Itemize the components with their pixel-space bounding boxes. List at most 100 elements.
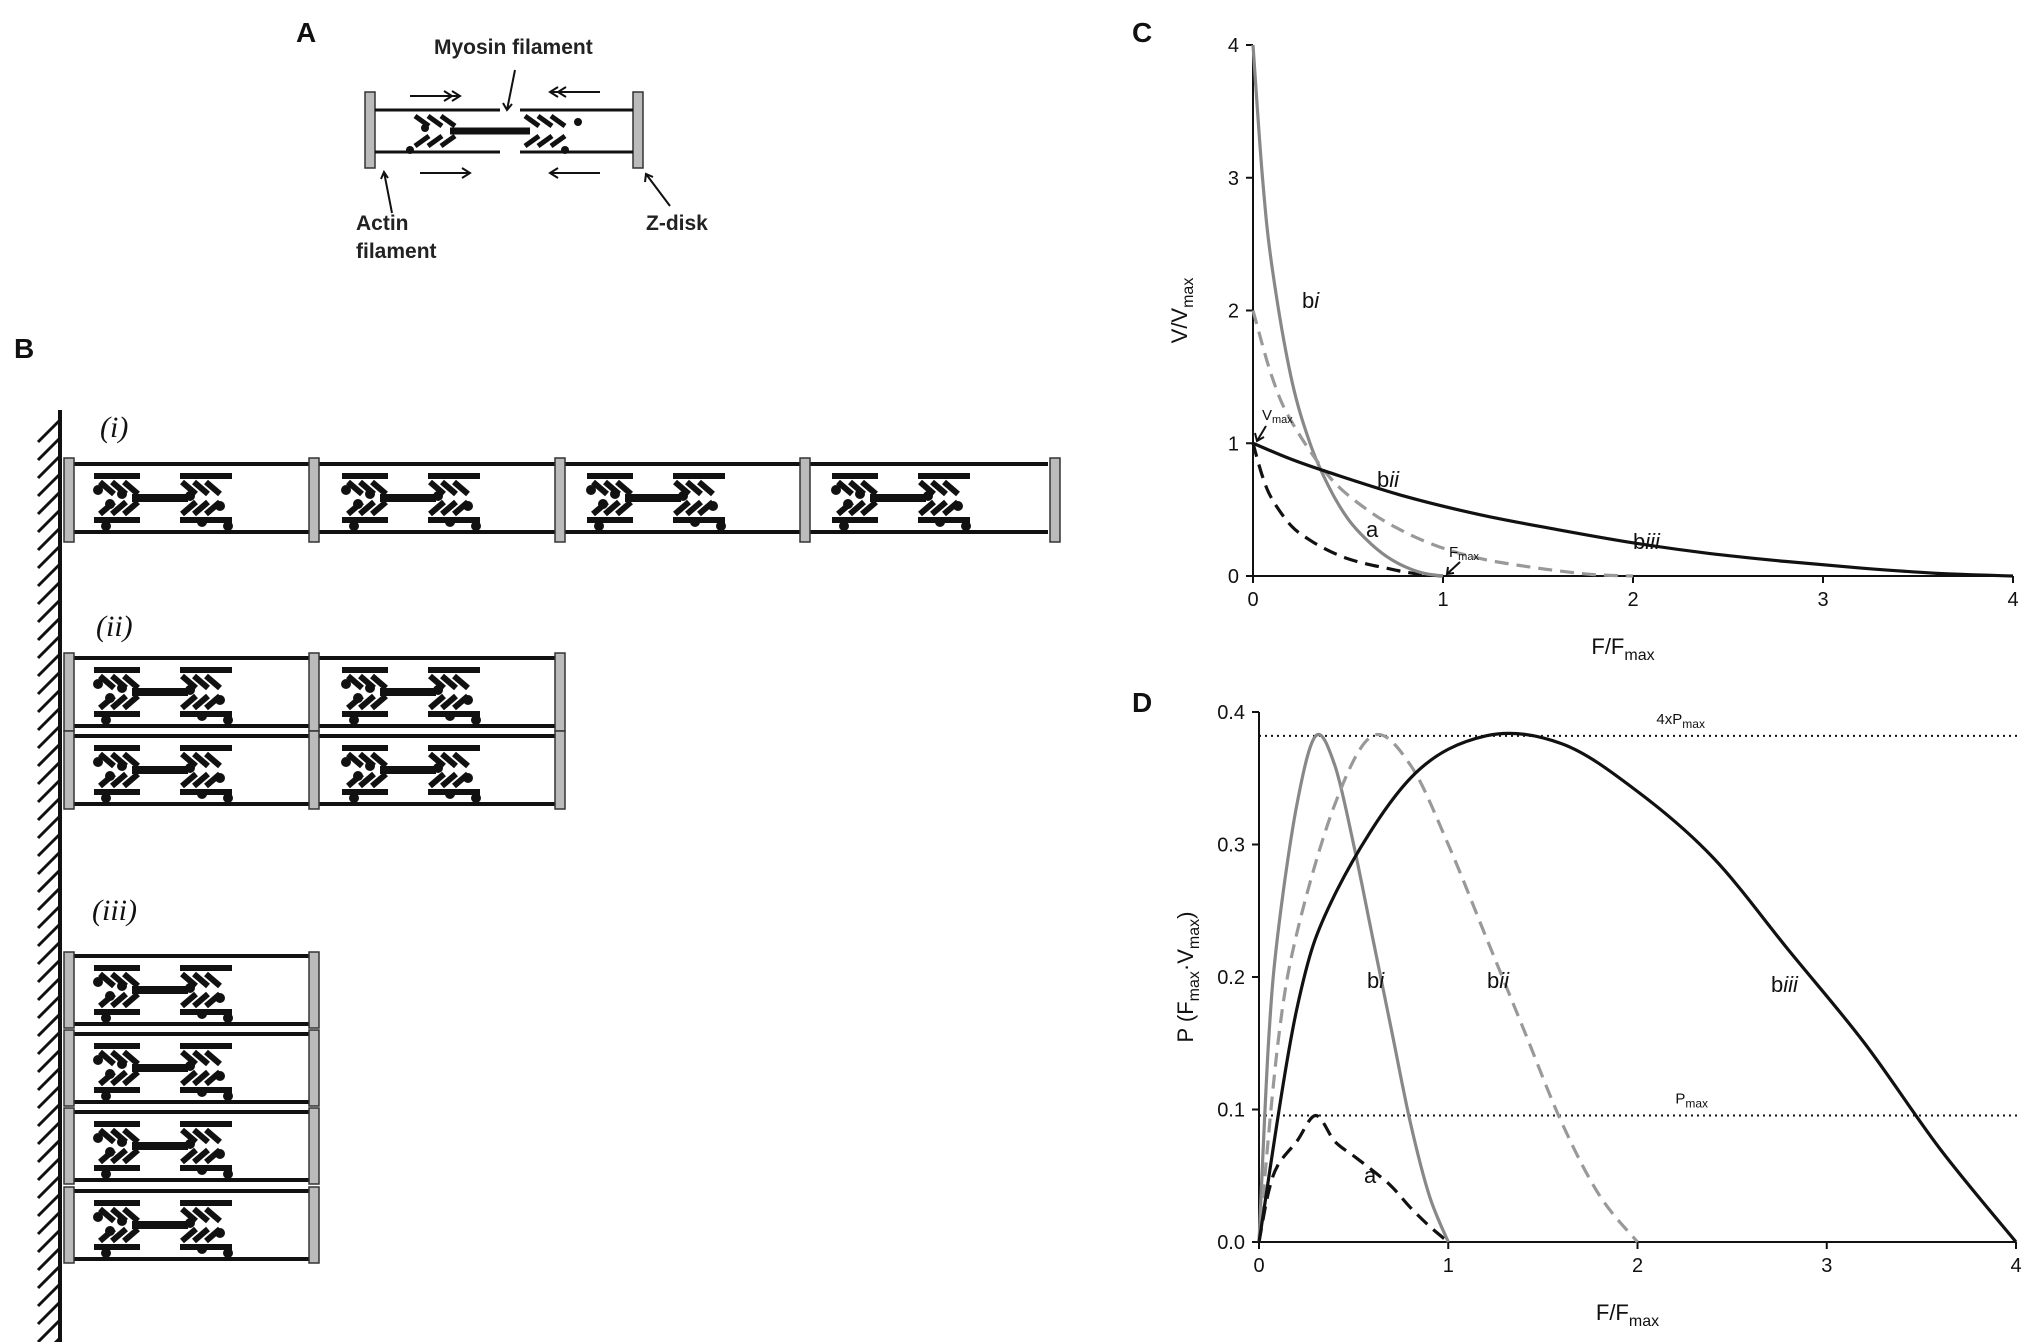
panel-C: C 0 1 2 3 4 0 1 2 3 4 F/Fmax V/Vmax a bi bii biii Vmax Fm… <box>1132 17 2019 664</box>
x-tick-label: 1 <box>1437 589 1448 611</box>
vmax-arrow-icon <box>1254 425 1267 443</box>
y-tick-label: 1 <box>1228 433 1239 455</box>
series-line-bii <box>1251 310 1634 578</box>
row-label-i: (i) <box>100 411 128 444</box>
fixed-wall <box>36 410 62 1342</box>
series-label-biii: biii <box>1633 529 1661 554</box>
z-disk <box>308 652 320 732</box>
x-tick-label: 2 <box>1632 1255 1643 1277</box>
sarcomere-unit <box>70 736 310 804</box>
z-disk <box>308 1186 320 1264</box>
y-tick-label: 2 <box>1228 301 1239 323</box>
chart-force-velocity: 0 1 2 3 4 0 1 2 3 4 F/Fmax V/Vmax a bi bii biii Vmax Fmax <box>1167 35 2019 664</box>
reference-line-label: 4xPmax <box>1656 711 1705 731</box>
series-label-bii: bii <box>1487 968 1510 993</box>
zdisk-pointer-arrow-icon <box>644 172 671 207</box>
vmax-annotation: Vmax <box>1262 407 1293 426</box>
z-disk <box>554 730 566 810</box>
panel-A: A Myosin filament Actin filament Z-disk <box>296 17 708 263</box>
reference-line-label: Pmax <box>1675 1090 1708 1110</box>
panel-letter-A: A <box>296 17 316 48</box>
x-tick-label: 3 <box>1817 589 1828 611</box>
series-line-bi <box>1257 732 1450 1243</box>
y-tick-label: 0 <box>1228 566 1239 588</box>
z-disk <box>63 1186 75 1264</box>
sarcomere-arrays <box>63 457 1061 1264</box>
x-tick-label: 0 <box>1253 1255 1264 1277</box>
panel-D: D 0 1 2 3 4 0.0 0.1 0.2 0.3 0.4 F/Fmax P (Fmax·Vmax… <box>1132 687 2022 1330</box>
z-disk-right <box>632 91 644 169</box>
myosin-pointer-arrow-icon <box>502 69 516 112</box>
z-disk <box>308 1107 320 1185</box>
chart-force-power: 0 1 2 3 4 0.0 0.1 0.2 0.3 0.4 F/Fmax P (Fmax·Vmax) 4… <box>1173 702 2022 1330</box>
fmax-annotation: Fmax <box>1449 544 1479 563</box>
series-line-biii <box>1257 731 2018 1244</box>
y-tick-label: 0.0 <box>1217 1232 1245 1254</box>
x-tick-label: 0 <box>1247 589 1258 611</box>
panel-letter-B: B <box>14 333 34 364</box>
panel-B: B (i) (ii) (iii) <box>14 333 1061 1342</box>
sarcomere-unit <box>318 658 558 726</box>
z-disk-left <box>364 91 376 169</box>
x-axis-title: F/Fmax <box>1596 1300 1659 1330</box>
right-arrow-icon <box>410 90 462 102</box>
y-tick-label: 0.1 <box>1217 1100 1245 1122</box>
z-disk <box>63 730 75 810</box>
sarcomere-unit <box>318 464 558 532</box>
panel-letter-C: C <box>1132 17 1152 48</box>
x-tick-label: 4 <box>2010 1255 2021 1277</box>
series-label-a: a <box>1364 1163 1377 1188</box>
series-line-a <box>1251 442 1444 578</box>
z-disk <box>308 1029 320 1107</box>
x-tick-label: 3 <box>1821 1255 1832 1277</box>
series-label-bi: bi <box>1302 288 1320 313</box>
fmax-arrow-icon <box>1445 561 1461 576</box>
sarcomere-unit <box>70 658 310 726</box>
z-disk <box>63 457 75 543</box>
right-arrow-icon <box>420 167 472 179</box>
z-disk <box>63 1107 75 1185</box>
z-disk-label: Z-disk <box>646 212 708 235</box>
sarcomere-diagram <box>364 69 671 214</box>
sarcomere-unit <box>808 464 1048 532</box>
z-disk <box>63 1029 75 1107</box>
panel-letter-D: D <box>1132 687 1152 718</box>
y-axis-title: V/Vmax <box>1167 278 1197 344</box>
z-disk <box>63 951 75 1029</box>
actin-pointer-arrow-icon <box>380 169 393 214</box>
z-disk <box>1049 457 1061 543</box>
y-tick-label: 3 <box>1228 168 1239 190</box>
z-disk <box>308 951 320 1029</box>
sarcomere-unit <box>563 464 803 532</box>
series-label-biii: biii <box>1771 972 1799 997</box>
left-arrow-icon <box>548 167 600 179</box>
series-line-bi <box>1251 44 1444 578</box>
x-axis-title: F/Fmax <box>1591 634 1654 664</box>
sarcomere-unit <box>70 1034 310 1102</box>
sarcomere-unit <box>70 956 310 1024</box>
row-label-ii: (ii) <box>96 610 133 643</box>
sarcomere-unit <box>70 464 310 532</box>
sarcomere-unit <box>70 1191 310 1259</box>
y-axis-title: P (Fmax·Vmax) <box>1173 912 1203 1043</box>
series-label-bi: bi <box>1367 968 1385 993</box>
x-tick-label: 4 <box>2007 589 2018 611</box>
y-tick-label: 4 <box>1228 35 1239 57</box>
series-line-bii <box>1257 732 1639 1244</box>
left-arrow-icon <box>548 86 600 98</box>
z-disk <box>308 730 320 810</box>
arrow-icon-group <box>380 69 671 214</box>
y-tick-label: 0.3 <box>1217 835 1245 857</box>
actin-filament-label-line2: filament <box>356 240 437 263</box>
series-label-bii: bii <box>1377 467 1400 492</box>
series-line-biii <box>1252 441 2014 578</box>
z-disk <box>63 652 75 732</box>
z-disk <box>554 652 566 732</box>
z-disk <box>308 457 320 543</box>
actin-filament-label-line1: Actin <box>356 212 409 235</box>
y-tick-label: 0.2 <box>1217 967 1245 989</box>
sarcomere-unit <box>318 736 558 804</box>
myosin-filament-label: Myosin filament <box>434 36 593 59</box>
z-disk <box>799 457 811 543</box>
